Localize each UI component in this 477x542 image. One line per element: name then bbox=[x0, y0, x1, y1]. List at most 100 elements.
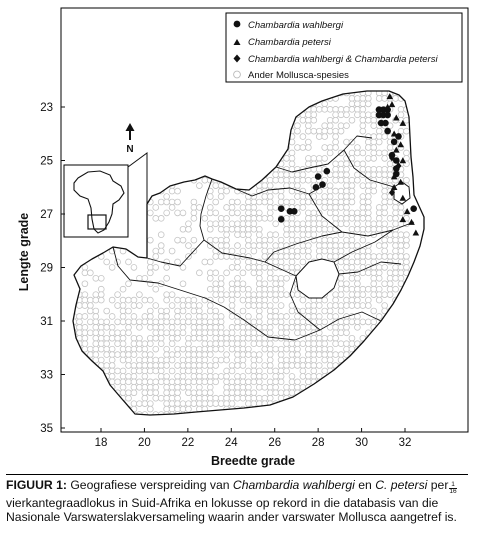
other-mollusca-marker bbox=[348, 258, 356, 266]
other-mollusca-marker bbox=[288, 225, 296, 233]
other-mollusca-marker bbox=[310, 220, 318, 228]
other-mollusca-marker bbox=[288, 231, 296, 239]
other-mollusca-marker bbox=[228, 204, 236, 211]
other-mollusca-marker bbox=[228, 394, 236, 402]
other-mollusca-marker bbox=[354, 111, 361, 119]
other-mollusca-marker bbox=[277, 236, 285, 244]
other-mollusca-marker bbox=[163, 378, 170, 386]
other-mollusca-marker bbox=[283, 274, 290, 282]
other-mollusca-marker bbox=[196, 356, 203, 364]
x-tick-label: 24 bbox=[225, 437, 238, 449]
wahlbergi-marker bbox=[290, 208, 298, 215]
other-mollusca-marker bbox=[386, 144, 394, 151]
other-mollusca-marker bbox=[196, 204, 203, 211]
other-mollusca-marker bbox=[125, 318, 132, 326]
other-mollusca-marker bbox=[157, 307, 165, 315]
other-mollusca-marker bbox=[245, 209, 252, 217]
other-mollusca-marker bbox=[185, 400, 192, 407]
other-mollusca-marker bbox=[228, 383, 236, 391]
petersi-marker bbox=[390, 184, 398, 191]
other-mollusca-marker bbox=[152, 253, 160, 260]
other-mollusca-marker bbox=[348, 100, 356, 108]
other-mollusca-marker bbox=[381, 242, 388, 249]
other-mollusca-marker bbox=[245, 324, 252, 331]
other-mollusca-marker bbox=[76, 324, 83, 331]
other-mollusca-marker bbox=[130, 313, 138, 320]
other-mollusca-marker bbox=[255, 236, 263, 244]
other-mollusca-marker bbox=[354, 176, 361, 184]
other-mollusca-marker bbox=[212, 247, 220, 255]
other-mollusca-marker bbox=[266, 291, 274, 298]
other-mollusca-marker bbox=[125, 307, 132, 315]
other-mollusca-marker bbox=[403, 264, 410, 271]
other-mollusca-marker bbox=[299, 296, 307, 304]
other-mollusca-marker bbox=[321, 236, 329, 244]
other-mollusca-marker bbox=[190, 329, 198, 337]
other-mollusca-marker bbox=[305, 356, 312, 364]
other-mollusca-marker bbox=[136, 318, 143, 326]
other-mollusca-marker bbox=[190, 209, 198, 217]
petersi-marker bbox=[393, 146, 400, 153]
other-mollusca-marker bbox=[147, 318, 154, 326]
other-mollusca-marker bbox=[108, 296, 116, 304]
other-mollusca-marker bbox=[255, 225, 263, 233]
other-mollusca-marker bbox=[397, 269, 405, 277]
other-mollusca-marker bbox=[87, 329, 94, 337]
other-mollusca-marker bbox=[277, 373, 285, 380]
other-mollusca-marker bbox=[343, 242, 350, 249]
other-mollusca-marker bbox=[321, 296, 329, 304]
other-mollusca-marker bbox=[234, 345, 241, 353]
other-mollusca-marker bbox=[299, 193, 307, 200]
other-mollusca-marker bbox=[337, 176, 345, 184]
other-mollusca-marker bbox=[321, 127, 329, 135]
other-mollusca-marker bbox=[163, 405, 170, 413]
other-mollusca-marker bbox=[337, 160, 345, 168]
other-mollusca-marker bbox=[125, 356, 132, 364]
other-mollusca-marker bbox=[348, 193, 356, 200]
other-mollusca-marker bbox=[266, 182, 274, 189]
other-mollusca-marker bbox=[272, 313, 279, 320]
other-mollusca-marker bbox=[277, 291, 285, 298]
other-mollusca-marker bbox=[337, 351, 345, 358]
other-mollusca-marker bbox=[272, 253, 279, 260]
other-mollusca-marker bbox=[305, 155, 312, 162]
other-mollusca-marker bbox=[163, 274, 170, 282]
axes: 18 20 22 24 26 28 30 32 23 25 27 29 31 33 35 bbox=[40, 102, 411, 449]
other-mollusca-marker bbox=[179, 356, 187, 364]
other-mollusca-marker bbox=[381, 149, 388, 157]
other-mollusca-marker bbox=[81, 269, 89, 277]
other-mollusca-marker bbox=[315, 215, 323, 222]
other-mollusca-marker bbox=[174, 373, 181, 380]
other-mollusca-marker bbox=[234, 198, 241, 206]
other-mollusca-marker bbox=[239, 340, 247, 348]
other-mollusca-marker bbox=[157, 356, 165, 364]
other-mollusca-marker bbox=[364, 193, 372, 200]
other-mollusca-marker bbox=[206, 340, 214, 348]
other-mollusca-marker bbox=[217, 187, 225, 195]
both-species-marker bbox=[388, 154, 395, 162]
other-mollusca-marker bbox=[206, 400, 214, 407]
other-mollusca-marker bbox=[364, 100, 372, 108]
x-axis-title: Breedte grade bbox=[211, 454, 295, 468]
other-mollusca-marker bbox=[403, 127, 410, 135]
other-mollusca-marker bbox=[283, 291, 290, 298]
other-mollusca-marker bbox=[310, 345, 318, 353]
other-mollusca-marker bbox=[108, 345, 116, 353]
other-mollusca-marker bbox=[359, 258, 367, 266]
other-mollusca-marker bbox=[321, 345, 329, 353]
other-mollusca-marker bbox=[163, 400, 170, 407]
other-mollusca-marker bbox=[288, 176, 296, 184]
other-mollusca-marker bbox=[266, 394, 274, 402]
other-mollusca-marker bbox=[163, 362, 170, 369]
other-mollusca-marker bbox=[266, 307, 274, 315]
other-mollusca-marker bbox=[174, 378, 181, 386]
other-mollusca-marker bbox=[386, 236, 394, 244]
other-mollusca-marker bbox=[397, 204, 405, 211]
other-mollusca-marker bbox=[250, 302, 258, 309]
other-mollusca-marker bbox=[354, 302, 361, 309]
other-mollusca-marker bbox=[283, 356, 290, 364]
other-mollusca-marker bbox=[381, 166, 388, 173]
other-mollusca-marker bbox=[261, 302, 269, 309]
other-mollusca-marker bbox=[370, 253, 378, 260]
other-mollusca-marker bbox=[119, 313, 127, 320]
